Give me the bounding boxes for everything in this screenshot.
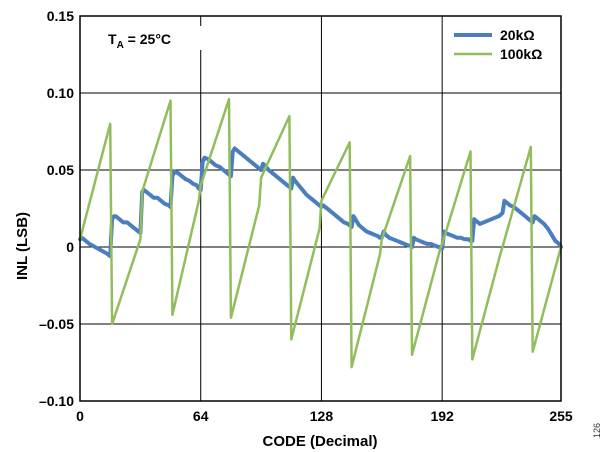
legend: 20kΩ 100kΩ xyxy=(445,18,559,64)
annotation-subscript: A xyxy=(117,40,124,51)
y-axis-label: INL (LSB) xyxy=(14,212,31,280)
y-tick-label: 0 xyxy=(66,239,74,255)
temperature-annotation: TA = 25°C xyxy=(108,31,171,51)
x-tick-label: 64 xyxy=(193,408,209,424)
series-line-100k xyxy=(78,97,563,369)
legend-label-100k: 100kΩ xyxy=(500,46,542,62)
x-tick-label: 192 xyxy=(430,408,454,424)
x-axis-label: CODE (Decimal) xyxy=(262,433,377,450)
plot-frame xyxy=(79,15,562,402)
y-tick-label: –0.10 xyxy=(39,393,74,409)
x-tick-label: 128 xyxy=(310,408,334,424)
y-tick-label: 0.10 xyxy=(47,85,74,101)
x-tick-label: 0 xyxy=(76,408,84,424)
series-layer xyxy=(78,97,563,369)
x-tick-label: 255 xyxy=(549,408,573,424)
legend-label-20k: 20kΩ xyxy=(500,27,535,43)
series-line-20k xyxy=(78,146,563,259)
y-tick-label: 0.05 xyxy=(47,162,74,178)
y-tick-label: 0.15 xyxy=(47,8,74,24)
y-tick-label: –0.05 xyxy=(39,316,74,332)
annotation-background xyxy=(98,26,202,50)
plot-border xyxy=(79,15,562,402)
figure-number: 126 xyxy=(592,423,602,438)
legend-background xyxy=(445,18,559,64)
tick-labels: 0.150.100.050–0.05–0.100 64 128 192 255 xyxy=(39,8,573,424)
